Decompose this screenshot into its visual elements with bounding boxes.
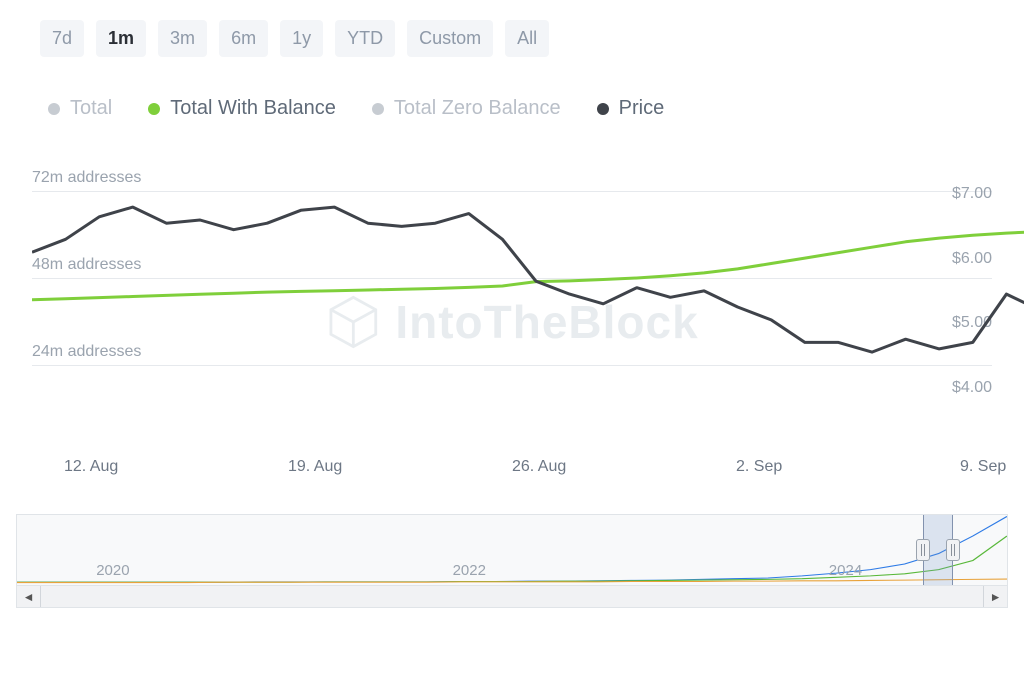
series-line-price	[32, 207, 1024, 352]
legend-label: Total	[70, 97, 112, 120]
legend-dot-icon	[372, 103, 384, 115]
legend-label: Total With Balance	[170, 97, 336, 120]
x-tick-label: 19. Aug	[288, 458, 342, 476]
timeframe-7d[interactable]: 7d	[40, 20, 84, 57]
main-chart[interactable]: IntoTheBlock 24m addresses48m addresses7…	[8, 162, 1016, 452]
chart-x-axis: 12. Aug19. Aug26. Aug2. Sep9. Sep	[32, 452, 992, 484]
chart-svg	[32, 162, 1024, 452]
timeframe-1m[interactable]: 1m	[96, 20, 146, 57]
timeframe-tabs: 7d 1m 3m 6m 1y YTD Custom All	[8, 12, 1016, 57]
timeframe-3m[interactable]: 3m	[158, 20, 207, 57]
legend-dot-icon	[597, 103, 609, 115]
navigator-scrollbar[interactable]: ◄ ►	[16, 586, 1008, 608]
navigator-year-label: 2024	[829, 562, 862, 579]
timeframe-ytd[interactable]: YTD	[335, 20, 395, 57]
timeframe-all[interactable]: All	[505, 20, 549, 57]
legend-label: Price	[619, 97, 665, 120]
chart-legend: Total Total With Balance Total Zero Balanc…	[8, 57, 1016, 120]
scroll-right-button[interactable]: ►	[983, 586, 1007, 607]
timeframe-6m[interactable]: 6m	[219, 20, 268, 57]
legend-item-total_zero_balance[interactable]: Total Zero Balance	[372, 97, 561, 120]
scroll-track[interactable]	[41, 586, 983, 607]
navigator-handle-left[interactable]	[916, 539, 930, 561]
legend-label: Total Zero Balance	[394, 97, 561, 120]
timeline-navigator[interactable]: 2020 2022 2024 ◄ ►	[16, 514, 1008, 608]
x-tick-label: 26. Aug	[512, 458, 566, 476]
legend-item-price[interactable]: Price	[597, 97, 665, 120]
scroll-left-button[interactable]: ◄	[17, 586, 41, 607]
navigator-year-label: 2020	[96, 562, 129, 579]
navigator-handle-right[interactable]	[946, 539, 960, 561]
navigator-year-label: 2022	[453, 562, 486, 579]
x-tick-label: 2. Sep	[736, 458, 782, 476]
x-tick-label: 9. Sep	[960, 458, 1006, 476]
x-tick-label: 12. Aug	[64, 458, 118, 476]
legend-item-total_with_balance[interactable]: Total With Balance	[148, 97, 336, 120]
timeframe-custom[interactable]: Custom	[407, 20, 493, 57]
legend-dot-icon	[48, 103, 60, 115]
legend-dot-icon	[148, 103, 160, 115]
series-line-total-with-balance	[32, 232, 1024, 300]
legend-item-total[interactable]: Total	[48, 97, 112, 120]
timeframe-1y[interactable]: 1y	[280, 20, 323, 57]
